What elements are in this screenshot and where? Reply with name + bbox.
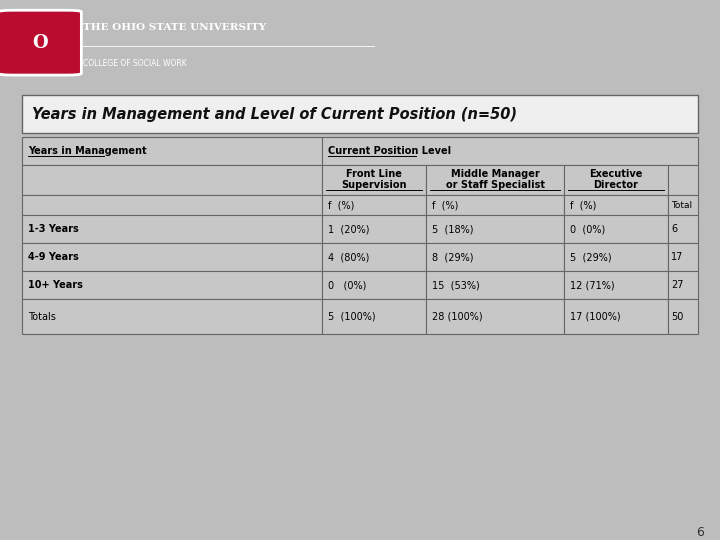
Text: Current Position Level: Current Position Level <box>328 146 451 156</box>
Bar <box>668 299 698 334</box>
Text: 0  (0%): 0 (0%) <box>570 224 606 234</box>
Bar <box>322 244 426 271</box>
Bar <box>22 244 322 271</box>
Bar <box>22 195 322 215</box>
Bar <box>322 195 426 215</box>
Text: COLLEGE OF SOCIAL WORK: COLLEGE OF SOCIAL WORK <box>83 59 186 68</box>
Text: Director: Director <box>593 180 639 190</box>
Text: 5  (18%): 5 (18%) <box>432 224 474 234</box>
Text: 27: 27 <box>671 280 683 291</box>
Text: 6: 6 <box>671 224 677 234</box>
Text: 28 (100%): 28 (100%) <box>432 312 482 322</box>
Text: 12 (71%): 12 (71%) <box>570 280 615 291</box>
Bar <box>426 195 564 215</box>
Bar <box>322 271 426 299</box>
Bar <box>322 165 426 195</box>
Text: f  (%): f (%) <box>328 200 354 210</box>
Bar <box>22 137 322 165</box>
Text: 4-9 Years: 4-9 Years <box>28 252 78 262</box>
Bar <box>22 215 322 244</box>
Text: 0   (0%): 0 (0%) <box>328 280 366 291</box>
Text: THE OHIO STATE UNIVERSITY: THE OHIO STATE UNIVERSITY <box>83 23 266 32</box>
Bar <box>668 271 698 299</box>
Bar <box>22 271 322 299</box>
Bar <box>564 195 668 215</box>
Text: or Staff Specialist: or Staff Specialist <box>446 180 544 190</box>
Bar <box>564 271 668 299</box>
Text: 15  (53%): 15 (53%) <box>432 280 480 291</box>
Text: f  (%): f (%) <box>570 200 596 210</box>
Bar <box>668 215 698 244</box>
Text: 10+ Years: 10+ Years <box>28 280 83 291</box>
Text: O: O <box>32 33 48 52</box>
Text: Middle Manager: Middle Manager <box>451 170 539 179</box>
Text: 5  (100%): 5 (100%) <box>328 312 376 322</box>
Text: Totals: Totals <box>28 312 56 322</box>
Bar <box>22 165 322 195</box>
Text: Years in Management and Level of Current Position (n=50): Years in Management and Level of Current… <box>32 107 517 122</box>
Bar <box>564 215 668 244</box>
Bar <box>426 215 564 244</box>
Bar <box>426 244 564 271</box>
Text: Front Line: Front Line <box>346 170 402 179</box>
Text: 8  (29%): 8 (29%) <box>432 252 474 262</box>
Bar <box>668 244 698 271</box>
Bar <box>668 195 698 215</box>
Bar <box>564 244 668 271</box>
Text: 4  (80%): 4 (80%) <box>328 252 369 262</box>
Text: 1  (20%): 1 (20%) <box>328 224 369 234</box>
Bar <box>426 165 564 195</box>
Bar <box>564 165 668 195</box>
Text: 17 (100%): 17 (100%) <box>570 312 621 322</box>
Text: 1-3 Years: 1-3 Years <box>28 224 78 234</box>
Bar <box>322 215 426 244</box>
Text: Total: Total <box>671 201 692 210</box>
Text: Years in Management: Years in Management <box>28 146 147 156</box>
Bar <box>322 137 698 165</box>
Text: 6: 6 <box>696 525 704 538</box>
Text: 5  (29%): 5 (29%) <box>570 252 611 262</box>
Bar <box>22 96 698 133</box>
Text: Supervision: Supervision <box>341 180 407 190</box>
Text: 50: 50 <box>671 312 683 322</box>
Text: f  (%): f (%) <box>432 200 459 210</box>
Bar <box>22 299 322 334</box>
Bar <box>426 299 564 334</box>
Bar <box>426 271 564 299</box>
Bar <box>668 165 698 195</box>
Bar <box>322 299 426 334</box>
Bar <box>564 299 668 334</box>
FancyBboxPatch shape <box>0 10 81 75</box>
Text: 17: 17 <box>671 252 683 262</box>
Text: Executive: Executive <box>589 170 643 179</box>
